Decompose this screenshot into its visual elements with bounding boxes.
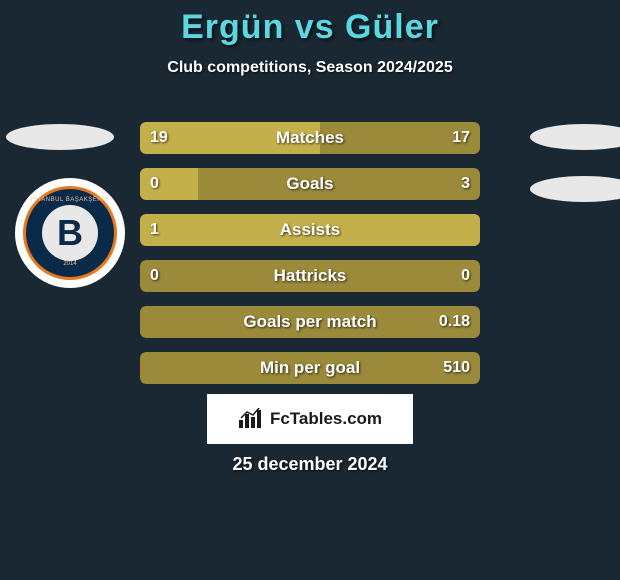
fctables-logo-text: FcTables.com <box>270 409 382 429</box>
stat-label: Min per goal <box>140 352 480 384</box>
club-badge-year: 2014 <box>26 261 114 267</box>
stat-value-right: 510 <box>443 352 470 384</box>
stat-label: Assists <box>140 214 480 246</box>
stat-row: Goals0 3 <box>140 168 480 200</box>
club-badge-text: ISTANBUL BAŞAKŞEHİR <box>26 197 114 203</box>
stat-row: Goals per match0.18 <box>140 306 480 338</box>
chart-icon <box>238 408 264 430</box>
stat-value-right: 0.18 <box>439 306 470 338</box>
stat-label: Goals <box>140 168 480 200</box>
stat-value-left: 0 <box>150 260 159 292</box>
page-title: Ergün vs Güler <box>0 0 620 47</box>
club-badge-letter: B <box>42 205 98 261</box>
stat-value-left: 1 <box>150 214 159 246</box>
player-right-badge-placeholder-1 <box>530 124 620 150</box>
stat-row: Min per goal510 <box>140 352 480 384</box>
fctables-logo-box: FcTables.com <box>207 394 413 444</box>
stat-label: Goals per match <box>140 306 480 338</box>
page-subtitle: Club competitions, Season 2024/2025 <box>0 59 620 77</box>
player-left-badge-placeholder <box>6 124 114 150</box>
comparison-bars: Matches1917Goals03Assists1Hattricks00Goa… <box>140 122 480 398</box>
stat-value-left: 19 <box>150 122 168 154</box>
stat-value-right: 17 <box>452 122 470 154</box>
club-badge: ISTANBUL BAŞAKŞEHİR B 2014 <box>15 178 125 288</box>
player-right-badge-placeholder-2 <box>530 176 620 202</box>
stat-value-right: 3 <box>461 168 470 200</box>
stat-value-right: 0 <box>461 260 470 292</box>
stat-value-left: 0 <box>150 168 159 200</box>
snapshot-date: 25 december 2024 <box>0 454 620 475</box>
stat-label: Matches <box>140 122 480 154</box>
stat-label: Hattricks <box>140 260 480 292</box>
stat-row: Assists1 <box>140 214 480 246</box>
stat-row: Matches19 17 <box>140 122 480 154</box>
stat-row: Hattricks0 0 <box>140 260 480 292</box>
